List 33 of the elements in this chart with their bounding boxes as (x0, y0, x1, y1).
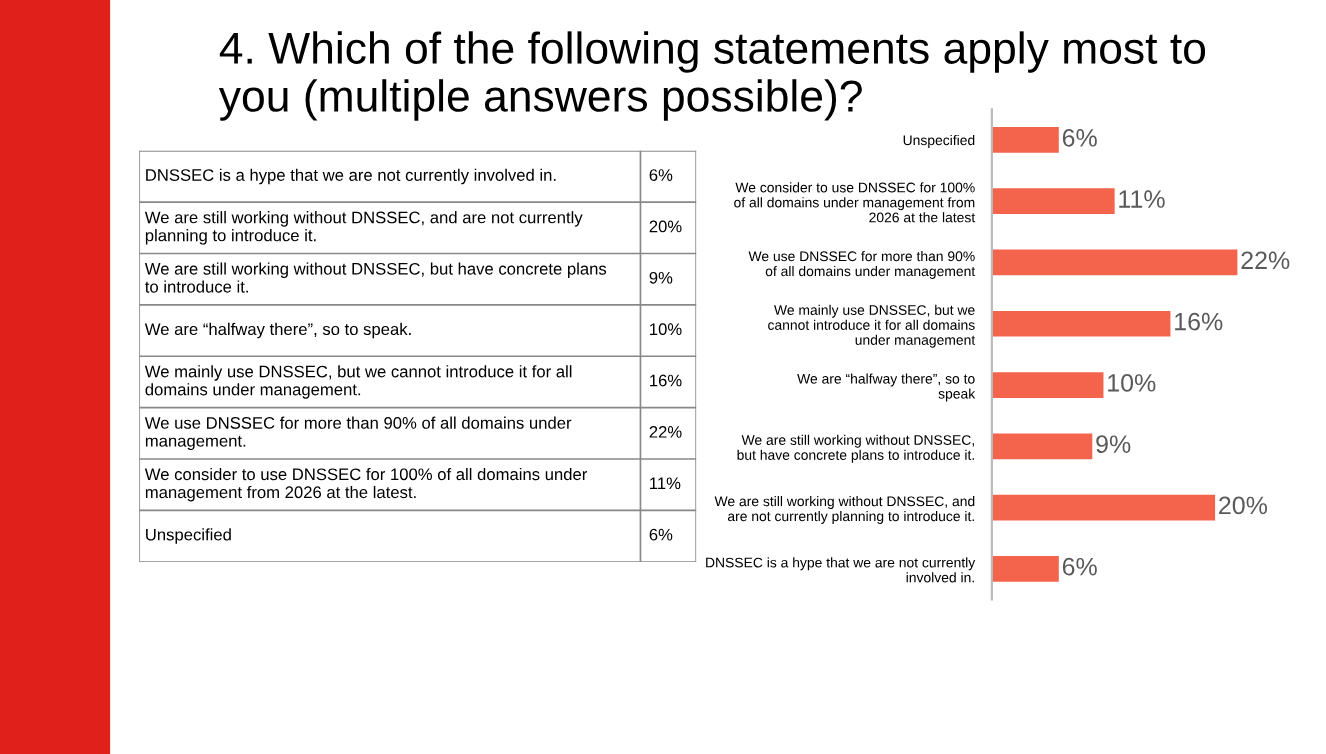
data-label: 20% (1219, 496, 1268, 515)
bar (991, 188, 1115, 215)
text: 4. Which of the following statements apply most to you (multiple answers possible)? (218, 31, 1206, 121)
data-label: 11% (1119, 190, 1165, 208)
category-label: We are still working without DNSSEC, but have concrete plans to introduce it. (144, 262, 607, 293)
data-label: 22% (649, 425, 682, 438)
category-label: We are still working without DNSSEC, and are not currently planning to introduce it. (144, 211, 583, 245)
category-label: We mainly use DNSSEC, but we cannot introduce it for all domains under management. (144, 365, 572, 399)
bar (991, 494, 1216, 521)
category-label: We use DNSSEC for more than 90% of all domains under management. (144, 416, 572, 451)
data-label: 16% (650, 374, 682, 387)
bar (991, 433, 1093, 460)
category-label: We consider to use DNSSEC for 100% of all domains under management from 2026 at the latest. (144, 467, 588, 502)
data-label: 16% (1175, 312, 1223, 331)
data-label: 6% (1062, 557, 1097, 576)
data-label: 6% (1062, 128, 1097, 147)
bar (991, 310, 1171, 337)
data-label: 11% (650, 477, 681, 490)
category-label: We are “halfway there”, so to speak. (144, 322, 411, 339)
data-label: 22% (1241, 251, 1290, 270)
data-label: 6% (649, 528, 673, 541)
data-label: 9% (649, 271, 673, 284)
data-label: 9% (1096, 435, 1131, 453)
data-label: 10% (1108, 374, 1156, 392)
bar (991, 372, 1104, 398)
category-label: DNSSEC is a hype that we are not currently involved in. (146, 168, 556, 185)
bar (991, 127, 1059, 153)
bar (991, 249, 1238, 276)
category-label: Unspecified (146, 528, 231, 544)
data-label: 20% (649, 220, 682, 233)
bar (991, 555, 1059, 582)
data-label: 6% (649, 169, 673, 181)
data-label: 10% (650, 323, 682, 336)
